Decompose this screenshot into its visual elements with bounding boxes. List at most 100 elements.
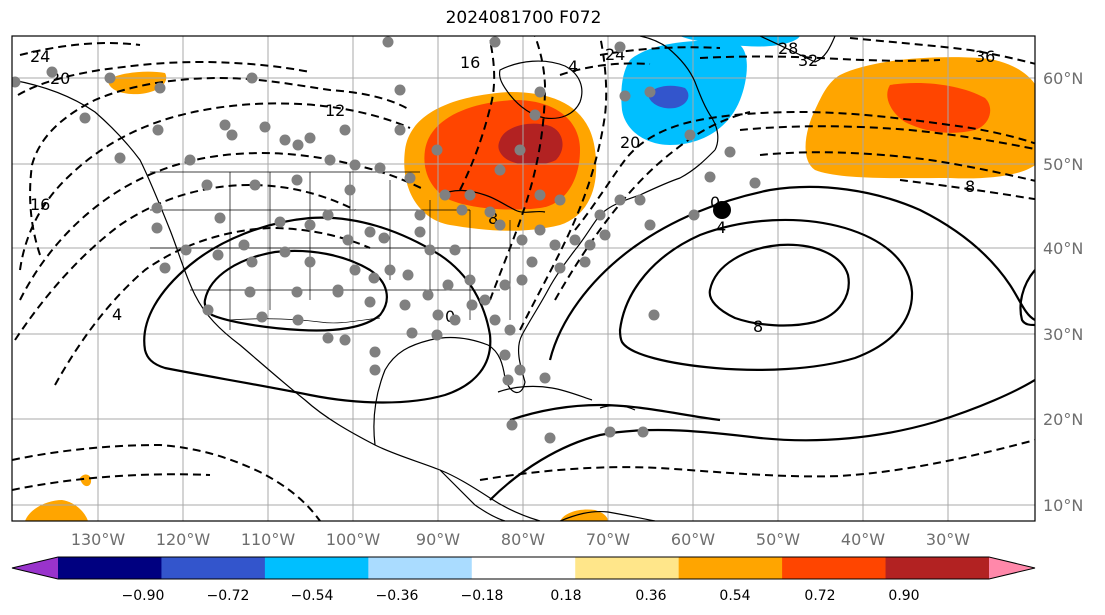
station-marker: [114, 152, 126, 164]
contour-label-16-north: 16: [460, 53, 480, 72]
lat-label-40n: 40°N: [1043, 239, 1083, 258]
map-title: 2024081700 F072: [445, 8, 602, 28]
station-marker: [489, 36, 501, 48]
station-marker: [249, 179, 261, 191]
contour-south-atlantic: [479, 439, 1035, 481]
station-marker: [219, 119, 231, 131]
cbar-tick-neg036: −0.36: [376, 588, 419, 604]
colorbar-segment: [782, 557, 887, 579]
station-marker: [504, 324, 516, 336]
lon-label-80w: 80°W: [501, 530, 545, 549]
coastline-hudson-bay: [498, 60, 583, 120]
station-marker: [339, 334, 351, 346]
station-marker: [151, 202, 163, 214]
station-marker: [292, 139, 304, 151]
contour-20-east: [574, 110, 1035, 231]
contour-solid-12-east: [708, 243, 850, 327]
longitude-labels: 130°W 120°W 110°W 100°W 90°W 80°W 70°W 6…: [71, 530, 970, 549]
station-marker: [238, 239, 250, 251]
station-marker: [579, 256, 591, 268]
contour-20: [17, 60, 311, 96]
cbar-tick-090: 0.90: [888, 588, 919, 604]
station-marker: [364, 226, 376, 238]
colorbar-segment: [678, 557, 783, 579]
shaded-region-orange-pacific-islet: [80, 474, 92, 487]
contour-label-36-east: 36: [975, 47, 995, 66]
station-marker: [544, 432, 556, 444]
station-marker: [439, 189, 451, 201]
station-marker: [479, 294, 491, 306]
colorbar-segment: [368, 557, 473, 579]
colorbar-extend-high: [989, 557, 1035, 579]
station-marker: [394, 84, 406, 96]
station-marker: [614, 194, 626, 206]
station-marker: [214, 212, 226, 224]
station-marker: [46, 66, 58, 78]
station-marker: [569, 234, 581, 246]
station-marker: [449, 244, 461, 256]
station-marker: [256, 311, 268, 323]
station-marker: [414, 226, 426, 238]
station-marker: [384, 264, 396, 276]
coastline-greenland: [759, 36, 836, 63]
contour-4-west: [14, 183, 356, 341]
contour-label-8-center: 8: [488, 209, 498, 228]
cbar-tick-neg054: −0.54: [291, 588, 334, 604]
station-marker: [399, 299, 411, 311]
contour-south-2: [12, 473, 211, 491]
station-marker: [378, 232, 390, 244]
station-marker: [342, 234, 354, 246]
cbar-tick-neg072: −0.72: [207, 588, 250, 604]
shaded-region-orange-south-america: [560, 509, 608, 521]
contour-label-4-west: 4: [112, 305, 122, 324]
station-marker: [506, 419, 518, 431]
contour-28-east: [599, 46, 721, 56]
station-marker: [619, 90, 631, 102]
station-marker: [484, 206, 496, 218]
highlighted-station-marker: [713, 201, 731, 219]
station-marker: [534, 189, 546, 201]
contour-label-4-east: 4: [716, 218, 726, 237]
station-marker: [644, 86, 656, 98]
contour-12: [19, 102, 411, 271]
station-marker: [432, 309, 444, 321]
contour-east-coast-1: [459, 39, 496, 191]
dashed-contours: [12, 36, 1035, 521]
station-marker: [431, 329, 443, 341]
cbar-tick-054: 0.54: [719, 588, 750, 604]
station-marker: [614, 41, 626, 53]
contour-label-8-east: 8: [753, 317, 763, 336]
station-marker: [332, 286, 344, 298]
contour-0-west: [54, 226, 371, 386]
station-marker: [502, 374, 514, 386]
station-marker: [202, 304, 214, 316]
station-marker: [154, 82, 166, 94]
colorbar-segment: [58, 557, 162, 579]
station-marker: [534, 86, 546, 98]
colorbar-outline: [11, 556, 1036, 580]
station-marker: [494, 219, 506, 231]
station-marker: [304, 219, 316, 231]
lat-label-50n: 50°N: [1043, 155, 1083, 174]
station-marker: [414, 209, 426, 221]
contour-16-west: [29, 76, 411, 256]
contour-label-28-east: 28: [778, 39, 798, 58]
station-markers: [12, 36, 761, 444]
latitude-labels: 60°N 50°N 40°N 30°N 20°N 10°N: [1043, 69, 1083, 515]
station-marker: [549, 239, 561, 251]
station-marker: [516, 274, 528, 286]
station-marker: [304, 132, 316, 144]
cbar-tick-036: 0.36: [635, 588, 666, 604]
contour-label-4-center: 4: [568, 57, 578, 76]
station-marker: [368, 272, 380, 284]
station-marker: [246, 256, 258, 268]
shaded-region-red-north-atlantic: [887, 82, 991, 133]
contour-8-west: [19, 152, 426, 301]
colorbar-segment: [264, 557, 369, 579]
station-marker: [554, 194, 566, 206]
station-marker: [402, 269, 414, 281]
station-marker: [584, 239, 596, 251]
station-marker: [12, 76, 21, 88]
station-marker: [499, 349, 511, 361]
